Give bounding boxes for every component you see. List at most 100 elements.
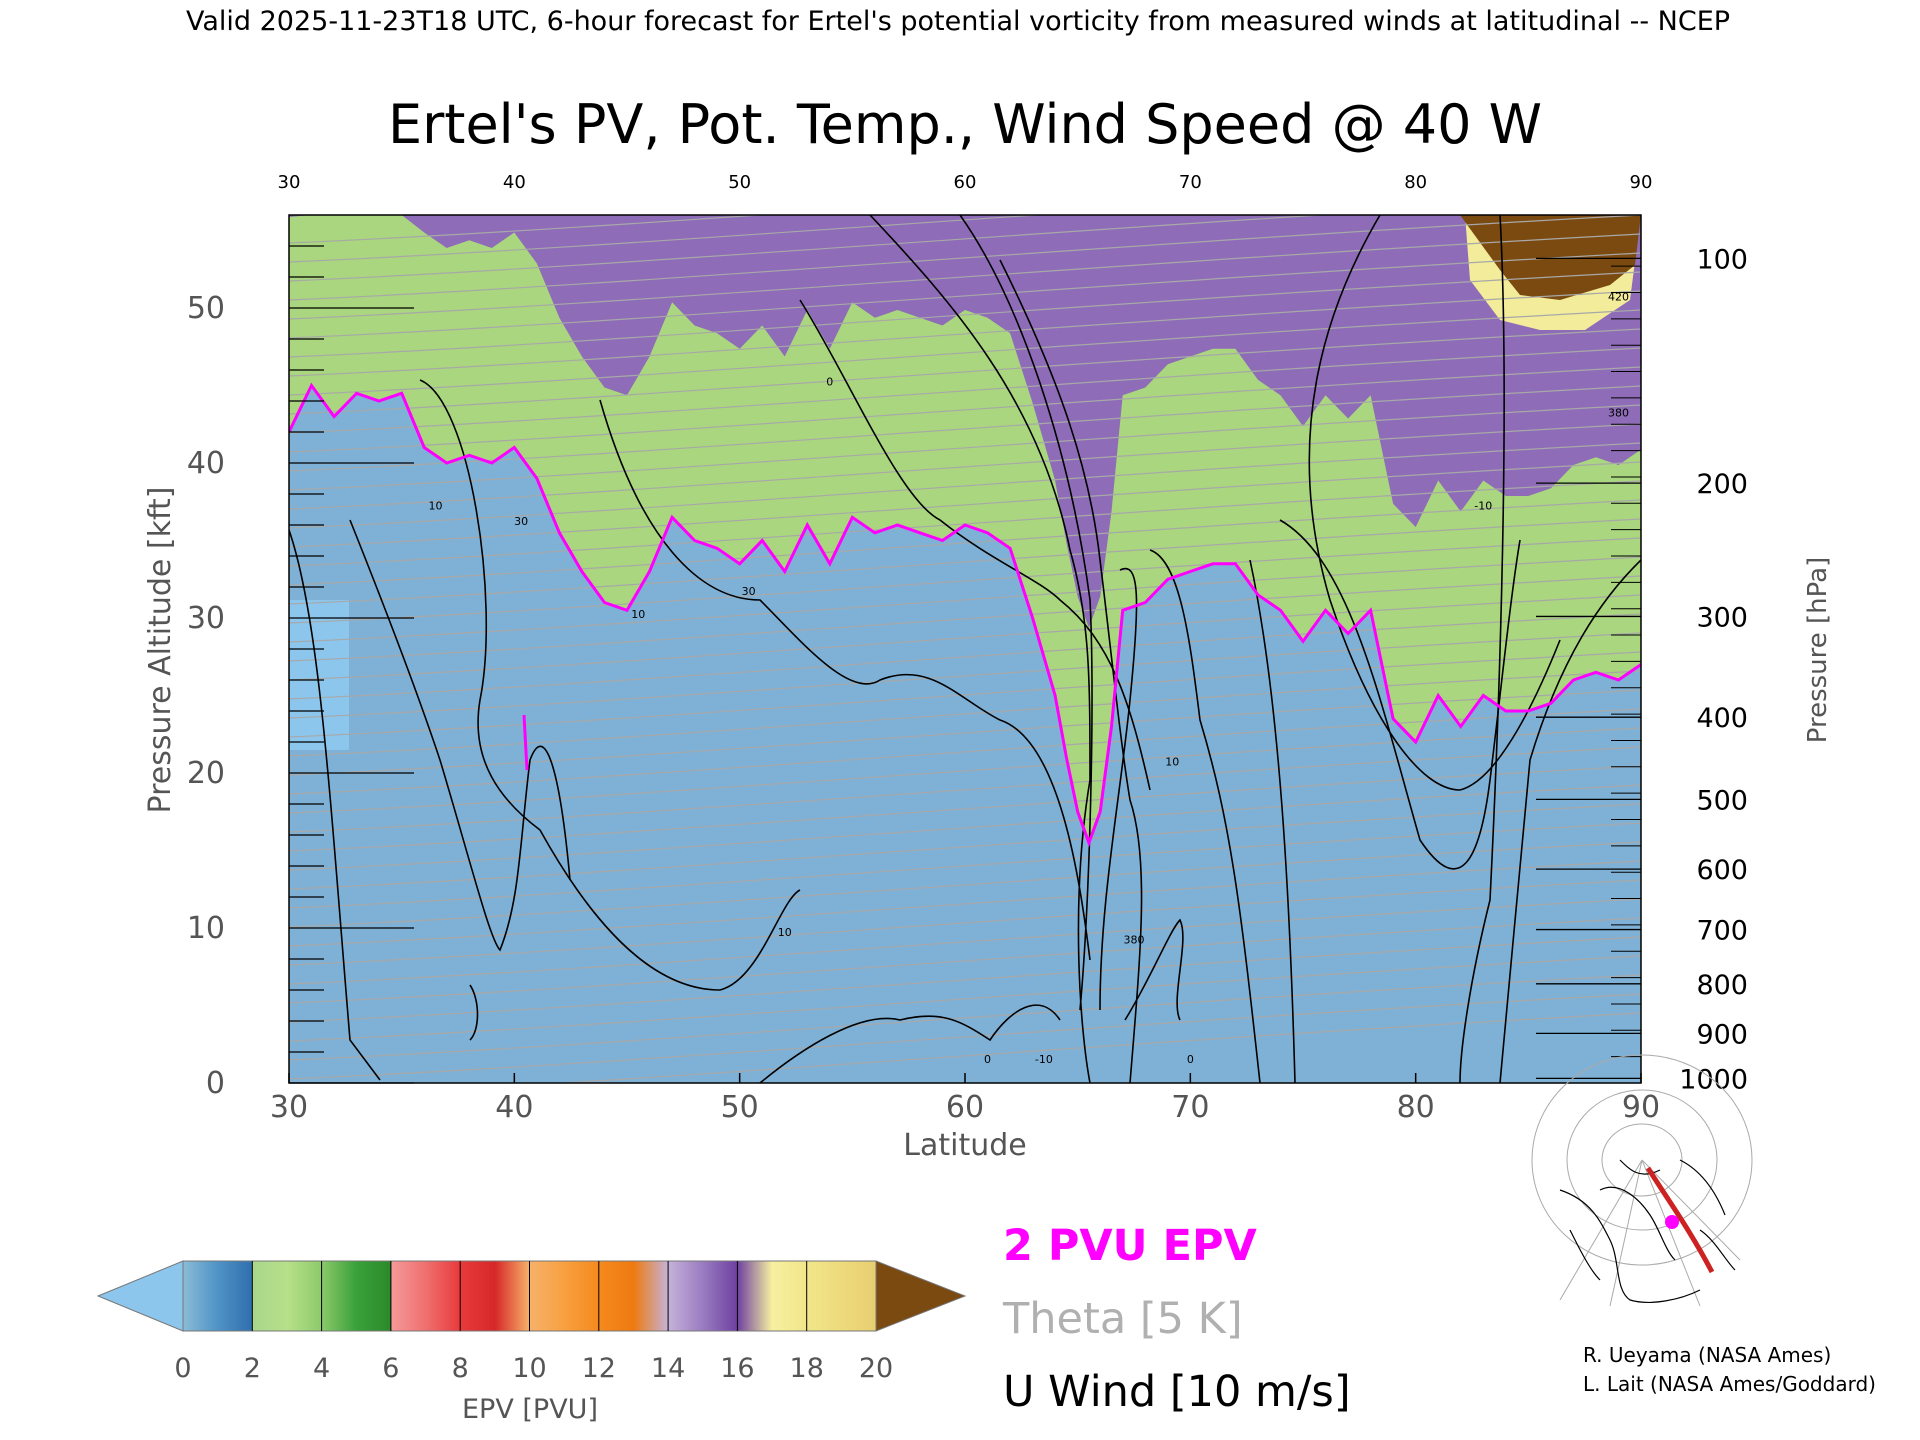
contour-label: 0 — [826, 376, 833, 389]
x-tick-label: 80 — [1397, 1090, 1435, 1125]
theta-contour — [289, 215, 1331, 282]
x-tick-label-top: 50 — [728, 172, 751, 193]
theta-contour — [289, 404, 1641, 491]
x-tick-label-top: 40 — [503, 172, 526, 193]
theta-contour — [289, 594, 1641, 681]
theta-contour — [289, 708, 1641, 795]
colorbar-tick-label: 10 — [512, 1353, 546, 1384]
theta-contour — [289, 537, 1641, 624]
contour-label: 10 — [428, 500, 442, 513]
theta-contour — [289, 461, 1641, 548]
y-tick-label-right: 300 — [1696, 602, 1748, 633]
colorbar-tick-label: 2 — [244, 1353, 261, 1384]
contour-label: -10 — [1035, 1053, 1053, 1066]
theta-contour — [289, 879, 1641, 966]
colorbar-tick-label: 4 — [313, 1353, 330, 1384]
y-tick-label-right: 100 — [1696, 244, 1748, 275]
plot-area: 30 40 50 60 70 80 90 30 40 50 60 70 80 90 0 10 20 30 40 5… — [187, 172, 1748, 1125]
x-tick-label: 70 — [1171, 1090, 1209, 1125]
x-tick-label-top: 90 — [1630, 172, 1653, 193]
contour-label: 0 — [984, 1053, 991, 1066]
theta-contour — [289, 727, 1641, 814]
x-axis-label: Latitude — [903, 1128, 1026, 1163]
colorbar-tick-label: 18 — [790, 1353, 824, 1384]
low-pv-strip — [289, 600, 349, 750]
x-ticks-bottom: 30 40 50 60 70 80 90 — [270, 1073, 1660, 1125]
pv-2pvu-line — [289, 382, 1641, 848]
y-axis-label-left: Pressure Altitude [kft] — [143, 487, 178, 814]
x-tick-label: 30 — [270, 1090, 308, 1125]
contour-label: 420 — [1608, 290, 1629, 303]
map-inset — [1531, 1054, 1753, 1307]
map-location-marker — [1665, 1215, 1679, 1229]
x-ticks-top: 30 40 50 60 70 80 90 — [278, 172, 1653, 193]
theta-contour — [289, 936, 1641, 1023]
legend-uwind: U Wind [10 m/s] — [1003, 1367, 1351, 1417]
theta-contour — [289, 632, 1641, 719]
theta-contour — [289, 215, 770, 244]
credit-line-2: L. Lait (NASA Ames/Goddard) — [1583, 1372, 1876, 1396]
pv-2pvu-line-fragment — [522, 714, 529, 771]
chart-title: Ertel's PV, Pot. Temp., Wind Speed @ 40 … — [388, 93, 1542, 156]
theta-contour — [289, 651, 1641, 738]
theta-contour — [289, 784, 1641, 871]
theta-contour — [289, 803, 1641, 890]
theta-contour — [289, 898, 1641, 985]
colorbar-tick-label: 14 — [651, 1353, 685, 1384]
pv-field — [289, 215, 1641, 1083]
theta-contour — [289, 765, 1641, 852]
theta-contour — [289, 215, 1641, 301]
valid-header: Valid 2025-11-23T18 UTC, 6-hour forecast… — [186, 6, 1730, 37]
y-tick-label-right: 200 — [1696, 469, 1748, 500]
y-tick-label-left: 50 — [187, 291, 225, 326]
contour-label: 10 — [631, 608, 645, 621]
contour-label: 10 — [1165, 755, 1179, 768]
epv-colorbar: 0 2 4 6 8 10 12 14 16 18 20 EPV [PVU] — [96, 1260, 967, 1425]
theta-contour — [289, 233, 1641, 320]
theta-contour — [554, 1012, 1641, 1083]
pv-band-purple — [289, 215, 1641, 665]
y-tick-label-right: 900 — [1696, 1019, 1748, 1050]
y-tick-label-right: 400 — [1696, 703, 1748, 734]
colorbar-label: EPV [PVU] — [462, 1394, 598, 1425]
theta-contour — [289, 366, 1641, 453]
theta-contour — [289, 271, 1641, 358]
theta-contour — [289, 917, 1641, 1004]
x-tick-label: 50 — [721, 1090, 759, 1125]
colorbar-dividers — [251, 1261, 808, 1331]
colorbar-tick-label: 6 — [382, 1353, 399, 1384]
colorbar-tick-labels: 0 2 4 6 8 10 12 14 16 18 20 — [174, 1353, 893, 1384]
theta-contour — [289, 670, 1641, 757]
x-tick-label-top: 30 — [278, 172, 301, 193]
y-tick-label-right: 600 — [1696, 855, 1748, 886]
contour-label: 30 — [742, 585, 756, 598]
y-tick-label-right: 800 — [1696, 970, 1748, 1001]
legend: 2 PVU EPV Theta [5 K] U Wind [10 m/s] — [1002, 1221, 1351, 1417]
x-tick-label: 40 — [495, 1090, 533, 1125]
theta-contour — [289, 955, 1641, 1042]
y-tick-label-left: 30 — [187, 601, 225, 636]
contour-label: 380 — [1608, 407, 1629, 420]
theta-contour — [289, 689, 1641, 776]
y-tick-label-left: 0 — [206, 1066, 225, 1101]
colorbar-low-extension — [96, 1260, 184, 1332]
theta-contour — [289, 841, 1641, 928]
theta-contour — [289, 328, 1641, 415]
theta-contours — [289, 215, 1641, 1083]
contour-label: -10 — [1474, 500, 1492, 513]
legend-theta: Theta [5 K] — [1002, 1294, 1243, 1344]
x-tick-label: 60 — [946, 1090, 984, 1125]
theta-contour — [289, 613, 1641, 700]
credit-line-1: R. Ueyama (NASA Ames) — [1583, 1343, 1831, 1367]
map-coastlines — [1559, 1159, 1736, 1303]
theta-contour — [289, 252, 1641, 339]
contour-label: 10 — [778, 926, 792, 939]
map-graticule — [1531, 1054, 1753, 1307]
x-tick-label-top: 60 — [954, 172, 977, 193]
theta-contour — [289, 993, 1641, 1080]
y-tick-label-left: 20 — [187, 756, 225, 791]
x-tick-label-top: 80 — [1404, 172, 1427, 193]
theta-contour — [289, 442, 1641, 529]
